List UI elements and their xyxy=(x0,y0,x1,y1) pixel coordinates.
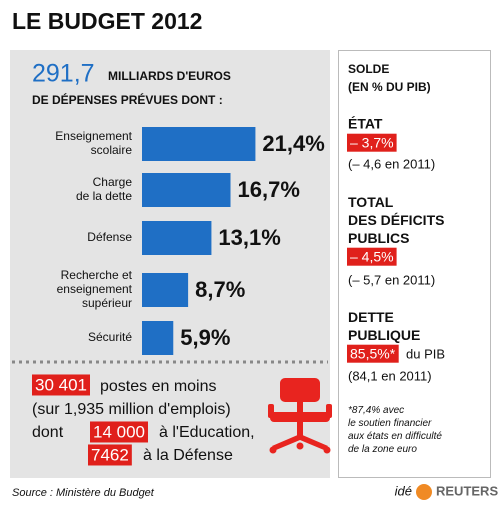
jobs: 30 401 postes en moins (sur 1,935 millio… xyxy=(32,374,255,466)
title: LE BUDGET 2012 xyxy=(12,8,202,34)
bar xyxy=(142,321,174,355)
label-box xyxy=(347,133,397,152)
footnote: *87,4% avec le soutien financier aux états… xyxy=(348,405,442,455)
state-prev: (– 4,6 en 2011) xyxy=(348,156,435,171)
logo-mark xyxy=(416,484,432,500)
value-label: 16,7% xyxy=(238,177,300,202)
deficit-prev: (– 5,7 en 2011) xyxy=(348,272,435,287)
jobs-education-text: à l'Education, xyxy=(159,424,255,441)
deficit-value: – 4,5% xyxy=(350,249,394,265)
label-box xyxy=(347,247,397,266)
logo-right: REUTERS xyxy=(436,483,498,498)
bar xyxy=(142,273,189,307)
jobs-dont: dont xyxy=(32,424,64,441)
jobs-defense: 7462 xyxy=(91,445,129,464)
debt-unit: du PIB xyxy=(406,346,445,361)
label-box xyxy=(347,344,399,363)
jobs-defense-text: à la Défense xyxy=(143,447,233,464)
source: Source : Ministère du Budget xyxy=(12,487,155,499)
value-label: 8,7% xyxy=(195,277,245,302)
debt-label: DETTE PUBLIQUE xyxy=(348,309,420,343)
total-amount: 291,7 xyxy=(32,60,95,88)
debt-value: 85,5%* xyxy=(350,346,396,362)
balance-heading: SOLDE (EN % DU PIB) xyxy=(348,62,431,94)
jobs-cut-text: postes en moins xyxy=(100,378,217,395)
bar xyxy=(142,173,231,207)
category-label: Recherche et enseignement supérieur xyxy=(57,268,133,310)
category-label: Défense xyxy=(87,230,132,244)
balance: SOLDE (EN % DU PIB) ÉTAT – 3,7% (– 4,6 en… xyxy=(347,62,445,455)
value-label: 5,9% xyxy=(180,325,230,350)
jobs-education: 14 000 xyxy=(93,422,145,441)
label-box xyxy=(32,374,90,396)
label-box xyxy=(90,421,148,443)
jobs-cut: 30 401 xyxy=(35,375,87,394)
bar xyxy=(142,127,256,161)
category-label: Sécurité xyxy=(88,330,132,344)
debt-prev: (84,1 en 2011) xyxy=(348,368,432,383)
label-box xyxy=(88,444,132,466)
jobs-total: (sur 1,935 million d'emplois) xyxy=(32,401,231,418)
logo-left: idé xyxy=(395,483,412,498)
value-label: 21,4% xyxy=(262,131,324,156)
bar xyxy=(142,221,212,255)
state-value: – 3,7% xyxy=(350,135,394,151)
total-subtitle: DE DÉPENSES PRÉVUES DONT : xyxy=(32,92,223,107)
bar-chart: 21,4% Enseignement scolaire 16,7% Charge de l… xyxy=(55,127,325,355)
value-label: 13,1% xyxy=(218,225,280,250)
category-label: Enseignement scolaire xyxy=(55,129,132,157)
deficit-label: TOTAL DES DÉFICITS PUBLICS xyxy=(348,194,444,246)
left-panel xyxy=(10,50,330,478)
category-label: Charge de la dette xyxy=(76,175,132,203)
total-unit: MILLIARDS D'EUROS xyxy=(108,69,231,83)
state-label: ÉTAT xyxy=(348,116,383,132)
chair-icon xyxy=(268,378,332,454)
